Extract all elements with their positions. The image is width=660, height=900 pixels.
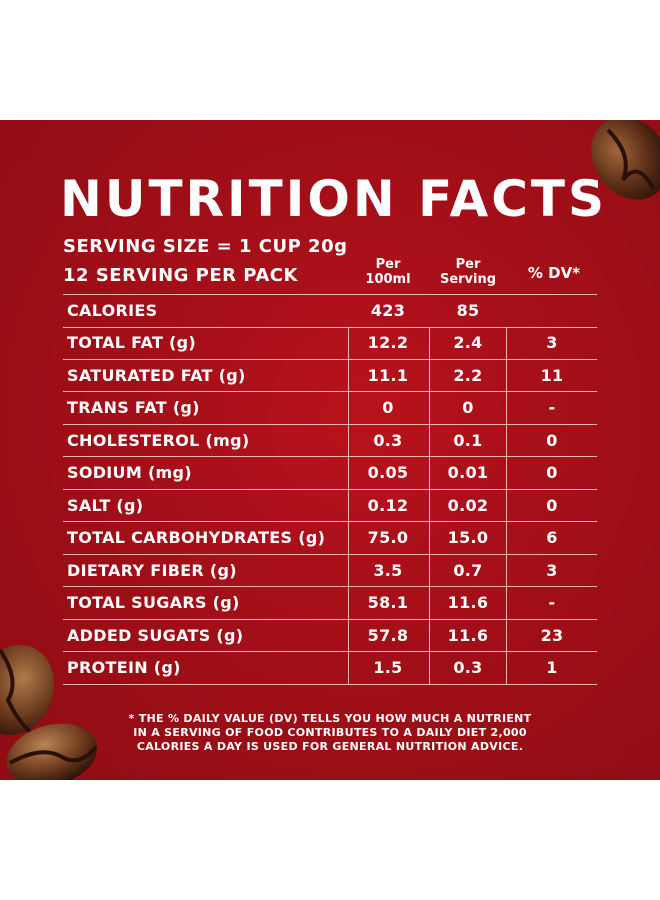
value-per-serving: 0.3 (453, 658, 483, 677)
value-per-100ml: 0.12 (367, 496, 409, 515)
table-rule (63, 359, 597, 360)
table-rule (63, 521, 597, 522)
table-row-cholesterol: CHOLESTEROL (mg) 0.3 0.1 0 (0, 425, 660, 457)
servings-per-pack: 12 SERVING PER PACK (63, 265, 298, 286)
table-rule (63, 294, 597, 295)
table-row-calories: CALORIES 423 85 (0, 295, 660, 327)
coffee-bean-bottom-left-icon (6, 723, 98, 780)
row-label: TOTAL SUGARS (g) (67, 593, 240, 612)
value-dv: 1 (546, 658, 558, 677)
dv-footnote: * THE % DAILY VALUE (DV) TELLS YOU HOW M… (128, 712, 532, 753)
value-per-100ml: 0.05 (367, 463, 409, 482)
row-label: ADDED SUGATS (g) (67, 626, 244, 645)
col-header-dv: % DV* (527, 264, 581, 282)
value-per-100ml: 57.8 (367, 626, 409, 645)
value-dv: 0 (546, 431, 558, 450)
value-dv: - (548, 398, 556, 417)
value-dv: 6 (546, 528, 558, 547)
table-row-dietary-fiber: DIETARY FIBER (g) 3.5 0.7 3 (0, 555, 660, 587)
value-per-serving: 2.2 (453, 366, 483, 385)
coffee-bean-top-right-icon (591, 120, 660, 200)
row-label: TOTAL CARBOHYDRATES (g) (67, 528, 326, 547)
table-row-protein: PROTEIN (g) 1.5 0.3 1 (0, 652, 660, 684)
row-label: PROTEIN (g) (67, 658, 181, 677)
value-per-serving: 11.6 (447, 593, 489, 612)
value-per-serving: 0.01 (447, 463, 489, 482)
table-rule (63, 327, 597, 328)
table-rule (63, 554, 597, 555)
page-title: NUTRITION FACTS (60, 170, 608, 228)
table-column-divider (348, 327, 349, 684)
value-per-serving: 15.0 (447, 528, 489, 547)
value-per-100ml: 12.2 (367, 333, 409, 352)
value-per-100ml: 1.5 (373, 658, 403, 677)
table-row-added-sugars: ADDED SUGATS (g) 57.8 11.6 23 (0, 620, 660, 652)
value-dv: 0 (546, 496, 558, 515)
table-rule (63, 489, 597, 490)
row-label: SODIUM (mg) (67, 463, 192, 482)
serving-size: SERVING SIZE = 1 CUP 20g (63, 236, 348, 257)
row-label: SALT (g) (67, 496, 144, 515)
table-row-saturated-fat: SATURATED FAT (g) 11.1 2.2 11 (0, 360, 660, 392)
value-dv: 11 (540, 366, 564, 385)
table-row-sodium: SODIUM (mg) 0.05 0.01 0 (0, 457, 660, 489)
table-rule (63, 586, 597, 587)
value-per-serving: 2.4 (453, 333, 483, 352)
value-per-serving: 0 (462, 398, 474, 417)
table-column-divider (429, 327, 430, 684)
value-per-100ml: 58.1 (367, 593, 409, 612)
coffee-bean-left-icon (0, 644, 55, 736)
value-dv: 3 (546, 561, 558, 580)
table-rule (63, 684, 597, 685)
value-per-serving: 11.6 (447, 626, 489, 645)
col-header-per-serving: Per Serving (439, 257, 497, 287)
value-dv: - (548, 593, 556, 612)
row-label: DIETARY FIBER (g) (67, 561, 237, 580)
value-per-100ml: 0.3 (373, 431, 403, 450)
col-header-per-100ml: Per 100ml (365, 257, 411, 287)
value-per-serving: 85 (456, 301, 480, 320)
table-rule (63, 424, 597, 425)
table-rule (63, 619, 597, 620)
value-per-100ml: 11.1 (367, 366, 409, 385)
table-rule (63, 391, 597, 392)
table-row-total-carbohydrates: TOTAL CARBOHYDRATES (g) 75.0 15.0 6 (0, 522, 660, 554)
row-label: TRANS FAT (g) (67, 398, 200, 417)
value-per-100ml: 75.0 (367, 528, 409, 547)
value-per-100ml: 0 (382, 398, 394, 417)
table-row-trans-fat: TRANS FAT (g) 0 0 - (0, 392, 660, 424)
table-row-total-fat: TOTAL FAT (g) 12.2 2.4 3 (0, 327, 660, 359)
table-rule (63, 456, 597, 457)
value-per-serving: 0.02 (447, 496, 489, 515)
table-row-total-sugars: TOTAL SUGARS (g) 58.1 11.6 - (0, 587, 660, 619)
row-label: CHOLESTEROL (mg) (67, 431, 250, 450)
table-row-salt: SALT (g) 0.12 0.02 0 (0, 490, 660, 522)
row-label: SATURATED FAT (g) (67, 366, 246, 385)
nutrition-panel: NUTRITION FACTS SERVING SIZE = 1 CUP 20g… (0, 120, 660, 780)
value-dv: 3 (546, 333, 558, 352)
value-dv: 0 (546, 463, 558, 482)
table-rule (63, 651, 597, 652)
value-dv: 23 (540, 626, 564, 645)
value-per-100ml: 3.5 (373, 561, 403, 580)
value-per-100ml: 423 (370, 301, 406, 320)
row-label: TOTAL FAT (g) (67, 333, 197, 352)
value-per-serving: 0.1 (453, 431, 483, 450)
value-dv (506, 295, 598, 327)
row-label: CALORIES (67, 301, 158, 320)
value-per-serving: 0.7 (453, 561, 483, 580)
table-column-divider (506, 327, 507, 684)
